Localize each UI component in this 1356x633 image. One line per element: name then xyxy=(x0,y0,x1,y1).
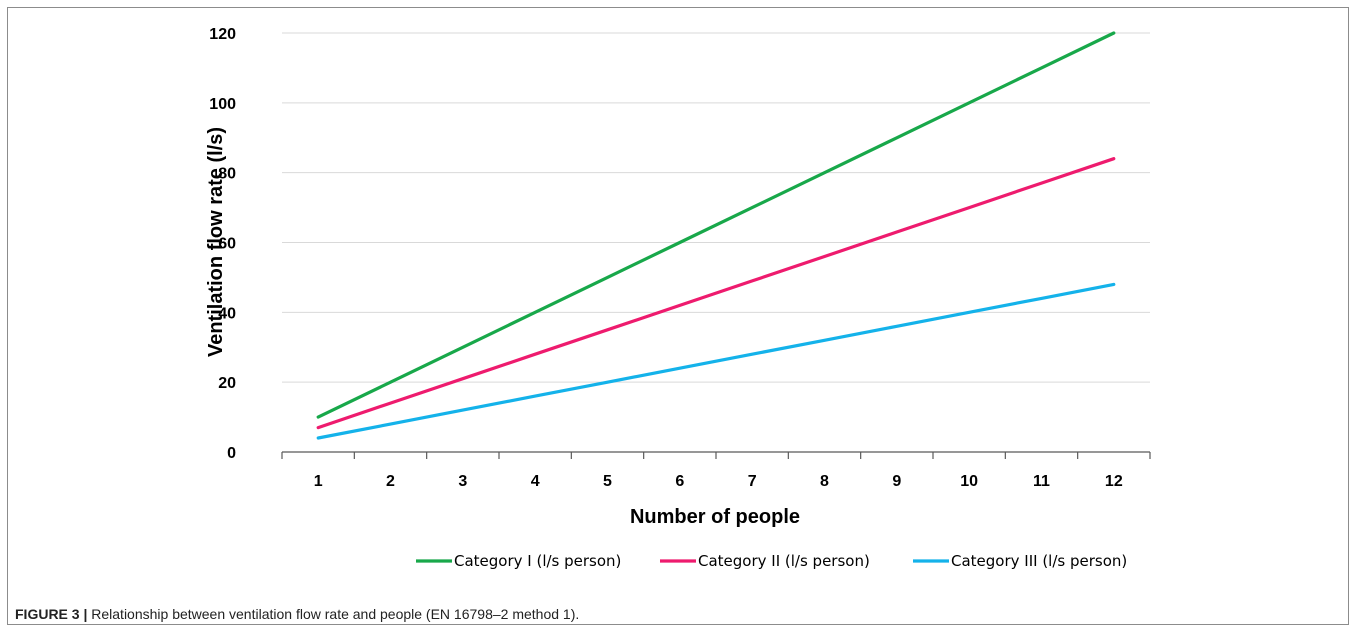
axes xyxy=(281,451,1151,459)
x-tick-label: 6 xyxy=(675,473,684,490)
caption-text: Relationship between ventilation flow ra… xyxy=(91,606,580,622)
legend-label: Category III (l/s person) xyxy=(951,552,1127,570)
y-tick-label: 20 xyxy=(218,375,236,392)
x-tick-label: 9 xyxy=(892,473,901,490)
x-tick-label: 2 xyxy=(386,473,395,490)
y-tick-label: 60 xyxy=(218,236,236,253)
x-tick-label: 7 xyxy=(748,473,757,490)
series-lines xyxy=(316,31,1116,440)
legend-label: Category II (l/s person) xyxy=(698,552,870,570)
y-tick-label: 40 xyxy=(218,305,236,322)
legend: Category I (l/s person) Category II (l/s … xyxy=(416,552,1127,570)
x-tick-label: 1 xyxy=(314,473,323,490)
series-line xyxy=(316,157,1116,430)
figure-frame xyxy=(7,7,1349,625)
x-tick-label: 8 xyxy=(820,473,829,490)
series-line xyxy=(316,282,1116,440)
y-tick-label: 120 xyxy=(209,26,236,43)
y-tick-label: 100 xyxy=(209,96,236,113)
x-tick-label: 11 xyxy=(1033,473,1050,490)
x-tick-labels: 1 2 3 4 5 6 7 8 9 10 11 12 xyxy=(314,473,1123,490)
legend-label: Category I (l/s person) xyxy=(454,552,621,570)
y-axis-title: Ventilation flow rate (l/s) xyxy=(205,127,227,357)
caption-label: FIGURE 3 | xyxy=(15,606,88,622)
x-tick-label: 3 xyxy=(458,473,467,490)
y-tick-labels: 0 20 40 60 80 100 120 xyxy=(209,26,236,462)
y-tick-label: 0 xyxy=(227,445,236,462)
x-tick-label: 5 xyxy=(603,473,612,490)
gridlines xyxy=(282,32,1150,383)
y-tick-label: 80 xyxy=(218,166,236,183)
figure-caption: FIGURE 3 | Relationship between ventilat… xyxy=(15,606,579,622)
x-axis-title: Number of people xyxy=(630,506,800,528)
x-tick-label: 10 xyxy=(960,473,978,490)
x-tick-label: 12 xyxy=(1105,473,1123,490)
series-line xyxy=(316,31,1116,419)
x-tick-label: 4 xyxy=(531,473,540,490)
